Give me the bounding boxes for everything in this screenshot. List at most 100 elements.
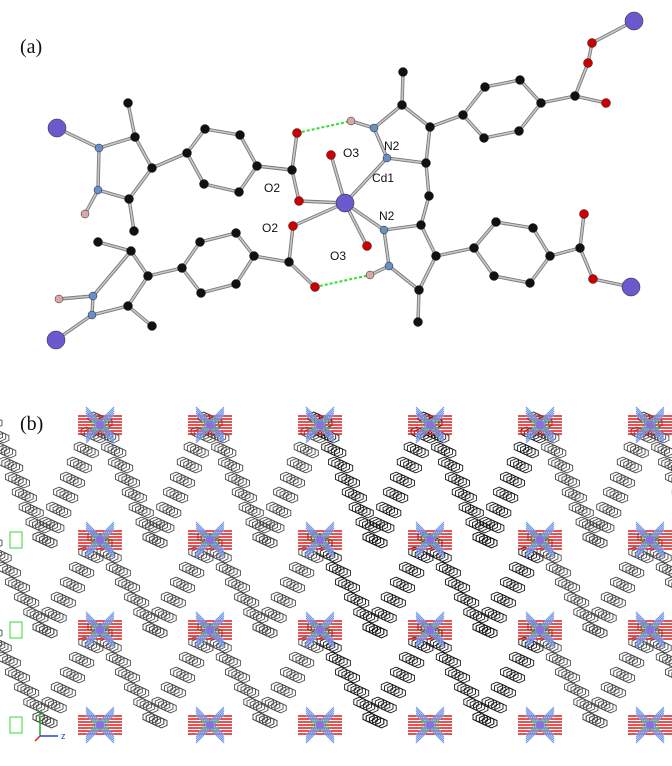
- bond-highlight-CbR-ORa: [575, 63, 588, 96]
- phenyl-ring: [128, 583, 139, 593]
- atom-hydrogen-HTL: [81, 210, 89, 218]
- atom-carbon-PR2: [481, 83, 490, 92]
- cadmium-atom: [426, 626, 434, 634]
- phenyl-ring: [46, 628, 57, 638]
- bond-highlight-CbT-O2b: [292, 170, 299, 201]
- atom-cadmium-CdTL: [48, 119, 66, 137]
- phenyl-ring: [582, 508, 593, 518]
- linker-strand-2: [0, 532, 57, 638]
- phenyl-ring: [596, 718, 607, 728]
- phenyl-ring: [119, 568, 130, 578]
- atom-carbon-CL2: [127, 247, 136, 256]
- phenyl-ring: [275, 703, 286, 713]
- bond-highlight-PT5-PT6: [204, 184, 239, 192]
- atom-label-o2-top: O2: [264, 181, 280, 195]
- phenyl-ring: [64, 688, 75, 698]
- framework-layer: [0, 407, 672, 743]
- bond-highlight-PR4-CbR: [541, 96, 575, 103]
- phenyl-ring: [660, 553, 671, 563]
- bond-highlight-CBR1-CBR2: [421, 225, 436, 256]
- phenyl-ring: [458, 583, 469, 593]
- atom-carbon-CbL: [285, 258, 294, 267]
- atom-carbon-CT1m: [124, 99, 133, 108]
- cadmium-node-cluster: [628, 707, 672, 743]
- z-axis-label: z: [61, 731, 66, 741]
- phenyl-ring: [128, 478, 139, 488]
- atom-carbon-PR1: [459, 111, 468, 120]
- phenyl-ring: [500, 508, 511, 518]
- phenyl-ring: [341, 463, 352, 473]
- bond-highlight-PB3-PB4: [533, 228, 550, 256]
- phenyl-ring: [238, 478, 249, 488]
- phenyl-ring: [376, 538, 387, 548]
- cadmium-atom: [316, 626, 324, 634]
- phenyl-ring: [0, 628, 2, 638]
- linker-strand-7: [143, 412, 222, 548]
- phenyl-ring: [504, 688, 515, 698]
- phenyl-ring: [467, 598, 478, 608]
- atom-oxygen-O2a: [293, 129, 302, 138]
- atom-carbon-CBR3m: [414, 318, 423, 327]
- phenyl-ring: [412, 658, 423, 668]
- bond-highlight-PR2-PR3: [485, 80, 520, 87]
- bond-highlight-NTL1-NTL2: [98, 148, 99, 190]
- phenyl-ring: [348, 583, 359, 593]
- atom-carbon-PL5: [197, 289, 206, 298]
- phenyl-ring: [513, 583, 524, 593]
- cadmium-node-cluster: [298, 707, 342, 743]
- atom-layer: [47, 12, 643, 349]
- phenyl-ring: [348, 673, 359, 683]
- linker-strand-19: [363, 412, 442, 548]
- phenyl-ring: [632, 658, 643, 668]
- phenyl-ring: [80, 463, 91, 473]
- phenyl-ring: [238, 583, 249, 593]
- bond-highlight-NR2b-NB2: [384, 230, 389, 266]
- phenyl-ring: [376, 628, 387, 638]
- hydrogen-bond-cluster: [10, 532, 22, 548]
- cadmium-atom: [646, 626, 654, 634]
- cadmium-node-cluster: [78, 707, 122, 743]
- atom-carbon-CR3m: [425, 192, 434, 201]
- phenyl-ring: [302, 568, 313, 578]
- atom-carbon-PB2: [492, 218, 501, 227]
- bond-highlight-NL1-CL2: [93, 251, 131, 296]
- phenyl-ring: [280, 508, 291, 518]
- phenyl-ring: [225, 448, 236, 458]
- phenyl-ring: [293, 478, 304, 488]
- linker-strand-13: [253, 412, 332, 548]
- phenyl-ring: [197, 448, 208, 458]
- bond-highlight-CT1-CT1m: [128, 103, 135, 137]
- phenyl-ring: [55, 703, 66, 713]
- phenyl-ring: [596, 628, 607, 638]
- phenyl-ring: [27, 598, 38, 608]
- phenyl-ring: [596, 538, 607, 548]
- phenyl-ring: [284, 598, 295, 608]
- atom-carbon-PR3: [516, 76, 525, 85]
- linker-strand-40: [638, 622, 672, 728]
- phenyl-ring: [630, 463, 641, 473]
- phenyl-ring: [176, 493, 187, 503]
- linker-strand-24: [418, 412, 497, 548]
- phenyl-ring: [616, 493, 627, 503]
- atom-hydrogen-HR1: [347, 117, 355, 125]
- linker-strand-16: [198, 622, 277, 728]
- atom-carbon-CT1: [131, 133, 140, 142]
- bond-highlight-PR4-PR5: [519, 103, 541, 131]
- phenyl-ring: [135, 493, 146, 503]
- atom-carbon-CR2: [426, 123, 435, 132]
- phenyl-ring: [53, 523, 64, 533]
- atom-carbon-PT2: [201, 125, 210, 134]
- phenyl-ring: [550, 553, 561, 563]
- phenyl-ring: [403, 673, 414, 683]
- atom-carbon-PR4: [537, 99, 546, 108]
- bond-highlight-CBR3-NB2: [389, 266, 419, 290]
- linker-strand-10: [88, 622, 167, 728]
- atom-nitrogen-NL1: [89, 292, 97, 300]
- phenyl-ring: [174, 688, 185, 698]
- linker-strand-30: [528, 412, 607, 548]
- atom-carbon-CT2: [148, 164, 157, 173]
- bond-highlight-PR5-PR6: [484, 131, 519, 138]
- phenyl-ring: [190, 463, 201, 473]
- cadmium-node-cluster-edge: [10, 717, 22, 733]
- atom-carbon-PR6: [480, 134, 489, 143]
